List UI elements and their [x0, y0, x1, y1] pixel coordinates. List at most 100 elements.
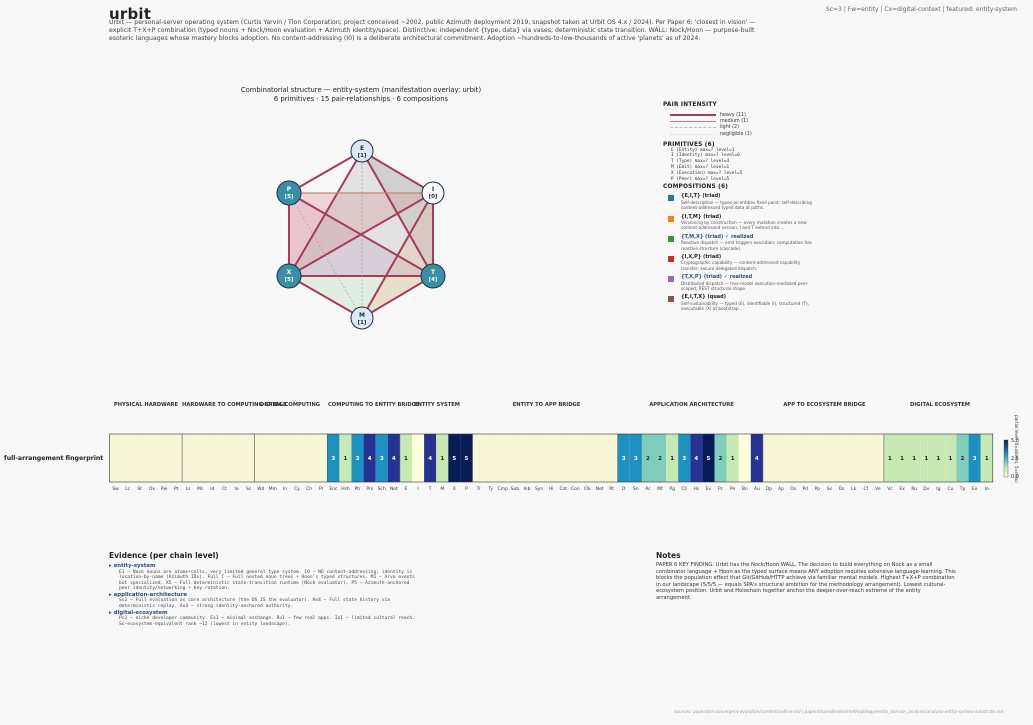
composition-item: {I,X,P} (triad) Cryptographic capability …: [663, 254, 813, 271]
edge-x-i: [288, 192, 434, 277]
notes-body: PAPER 6 KEY FINDING: Urbit has the Nock/…: [656, 562, 956, 601]
heatmap-cell: [460, 434, 473, 482]
heatmap-cell-value: 1: [888, 456, 892, 462]
heatmap-cell: [617, 434, 630, 482]
heatmap-tick-label: Ap: [778, 486, 784, 492]
heatmap-cell-value: 1: [924, 456, 928, 462]
heatmap-cell: [678, 434, 691, 482]
heatmap-tick-label: Id: [210, 486, 214, 492]
node-X: X [5]: [276, 263, 302, 289]
heatmap-tick-label: P: [465, 486, 468, 492]
composition-desc: Self-description — types-as-entities fix…: [681, 199, 812, 211]
heatmap-cell: [170, 434, 183, 482]
heatmap-cell-value: 4: [368, 456, 372, 462]
colorbar: 5.0 2.5 0.0: [1003, 438, 1019, 480]
heatmap-tick-label: Pc: [718, 486, 724, 492]
composition-desc: Versioning by construction — every mutat…: [681, 219, 807, 231]
composition-swatch: [668, 215, 674, 222]
heatmap-cell: [775, 434, 788, 482]
heatmap-cell: [545, 434, 558, 482]
heatmap-tick-label: Ptr: [354, 486, 360, 492]
heatmap-cell-value: 3: [622, 456, 626, 462]
heatmap-tick-label: Hs: [694, 486, 700, 492]
composition-title: {I,T,M} (triad): [681, 213, 722, 220]
colorbar-tick: 0.0: [1011, 474, 1019, 480]
heatmap-tick-label: Hsh: [341, 486, 350, 492]
heatmap-tick-label: Mm: [269, 486, 277, 492]
heatmap-tick-label: Pe: [730, 486, 735, 492]
composition-swatch: [668, 235, 674, 242]
heatmap-cell-value: 2: [961, 456, 965, 462]
heatmap-tick-label: Cmp: [498, 486, 508, 492]
heatmap-tick-label: Con: [571, 486, 580, 492]
heatmap-tick-label: X: [453, 486, 456, 492]
heatmap-tick-label: Sch: [378, 486, 386, 492]
node-I: I [0]: [421, 181, 445, 205]
heatmap-tick-label: Pd: [803, 486, 809, 492]
colorbar-tick: 2.5: [1011, 456, 1019, 462]
node-letter: E: [360, 145, 364, 152]
legend-negligible: negligible (1): [670, 131, 813, 137]
heatmap-cell-value: 2: [658, 456, 662, 462]
fingerprint-row-label: full-arrangement fingerprint: [4, 455, 104, 462]
heatmap-tick-label: Bn: [742, 486, 748, 492]
heatmap-cell: [605, 434, 618, 482]
heatmap-tick-label: Ru: [911, 486, 917, 492]
heatmap-tick-label: Ty: [487, 486, 493, 492]
node-T: T [4]: [420, 263, 446, 289]
edge-e-i: [361, 150, 434, 194]
node-letter: P: [287, 186, 292, 193]
sources-footer: sources: paper/old-convergent-evolution/…: [674, 709, 1003, 714]
heatmap-cell: [121, 434, 134, 482]
heatmap-cell: [218, 434, 231, 482]
heatmap-cell-value: 3: [973, 456, 977, 462]
heatmap-cell: [315, 434, 328, 482]
heatmap-tick-label: Lk: [851, 486, 856, 492]
evidence-body: Ss1 — Full evaluation as core architectu…: [119, 598, 391, 609]
band-label: APPLICATION ARCHITECTURE: [649, 402, 734, 408]
legend-light: light (2): [670, 125, 813, 131]
notes-title: Notes: [656, 551, 681, 560]
edge-p-e: [288, 150, 363, 194]
evidence-heading: ▸ application-architecture: [109, 591, 188, 598]
primitives-list: E (Entity) max=? level=1 I (Identity) ma…: [663, 148, 813, 183]
heatmap-cell: [508, 434, 521, 482]
heatmap-tick-label: Cy: [294, 486, 300, 492]
heatmap-tick-label: Wd: [257, 486, 264, 492]
primitive-item: T (Type) max=? level=4: [671, 159, 730, 165]
composition-item: {E,I,T} (triad) Self-description — types-…: [663, 193, 813, 210]
evidence-body: Pc1 — niche developer community. Ex1 — m…: [119, 616, 415, 627]
heatmap-cell: [109, 434, 122, 482]
heatmap-cell: [157, 434, 170, 482]
legend-label: negligible (1): [720, 131, 752, 137]
heatmap-cell-value: 4: [392, 456, 396, 462]
heatmap-tick-label: T: [428, 486, 432, 492]
heatmap-tick-label: Net: [596, 486, 604, 492]
page-subtitle: Urbit — personal-server operating system…: [109, 19, 756, 42]
heatmap-cell: [194, 434, 207, 482]
heatmap-tick-label: I: [417, 486, 418, 492]
heatmap-cell: [738, 434, 751, 482]
heatmap-tick-label: Io: [985, 486, 989, 492]
heatmap-tick-label: Pg: [669, 486, 675, 492]
band-label: PHYSICAL HARDWARE: [113, 402, 179, 408]
heatmap-tick-label: Syn: [535, 486, 543, 492]
primitive-item: E (Entity) max=? level=1: [671, 147, 735, 153]
heatmap-cell: [520, 434, 533, 482]
heatmap-cell: [206, 434, 219, 482]
heatmap-tick-label: Dp: [766, 486, 772, 492]
heatmap-cell: [266, 434, 279, 482]
band-label: COMPUTING TO ENTITY BRIDGE: [328, 402, 420, 408]
page-title: urbit: [109, 5, 152, 23]
heatmap-tick-label: Clk: [584, 486, 591, 492]
heatmap-cell: [811, 434, 824, 482]
heatmap-tick-label: Ls: [186, 486, 191, 492]
composition-swatch: [668, 296, 674, 303]
composition-swatch: [668, 195, 674, 202]
heatmap-cell-value: 1: [985, 456, 989, 462]
node-letter: T: [431, 269, 436, 276]
heatmap-cell-value: 3: [682, 456, 686, 462]
heatmap-cell: [182, 434, 195, 482]
legend-label: light (2): [720, 125, 739, 131]
